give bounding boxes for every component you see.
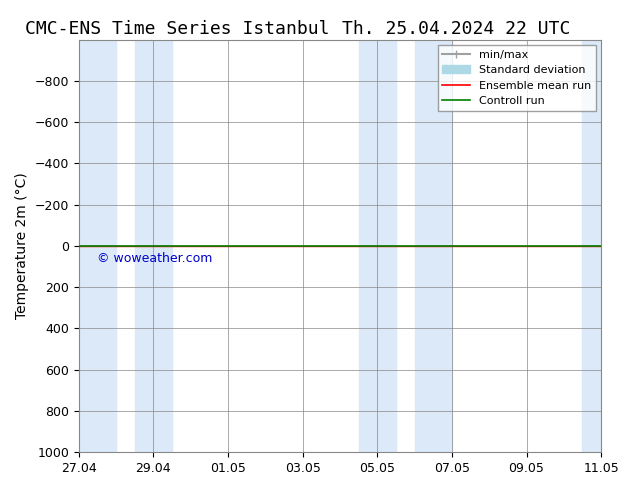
Text: © woweather.com: © woweather.com [98,252,213,265]
Bar [135,40,172,452]
Y-axis label: Temperature 2m (°C): Temperature 2m (°C) [15,172,29,319]
Text: CMC-ENS Time Series Istanbul: CMC-ENS Time Series Istanbul [25,20,330,38]
Legend: min/max, Standard deviation, Ensemble mean run, Controll run: min/max, Standard deviation, Ensemble me… [437,45,595,111]
Text: Th. 25.04.2024 22 UTC: Th. 25.04.2024 22 UTC [342,20,571,38]
Bar [415,40,452,452]
Bar [583,40,601,452]
Bar [79,40,116,452]
Bar [359,40,396,452]
